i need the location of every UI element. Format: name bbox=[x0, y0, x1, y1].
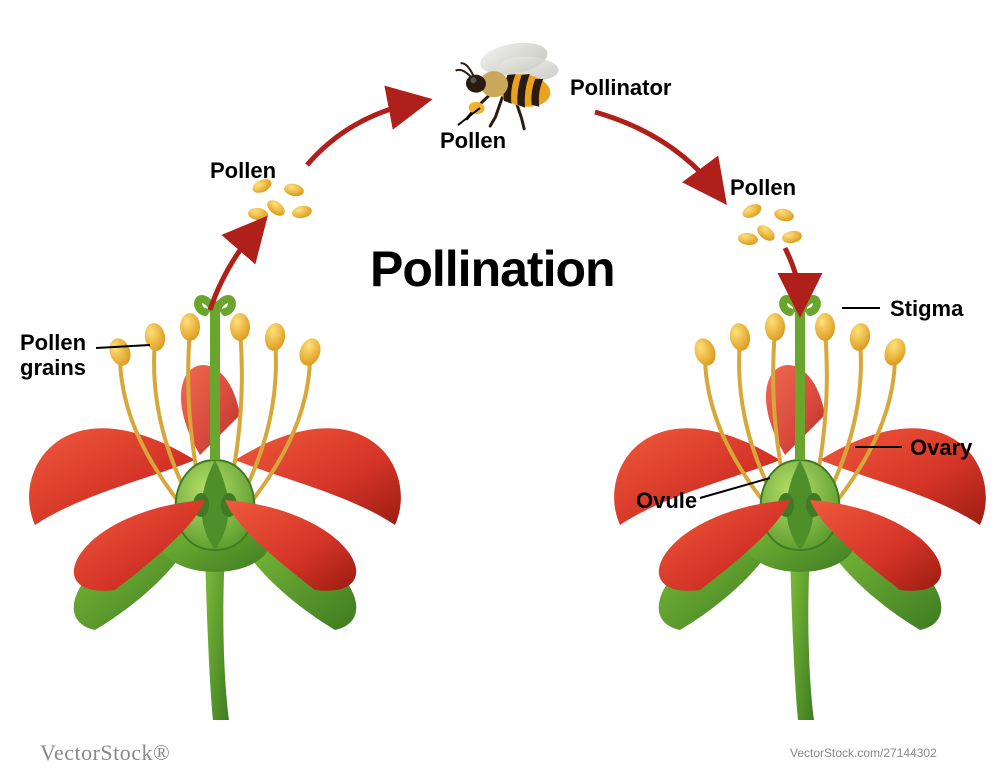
label-pollen-mid: Pollen bbox=[440, 128, 506, 154]
label-ovule: Ovule bbox=[636, 488, 697, 514]
label-ovary: Ovary bbox=[910, 435, 972, 461]
diagram-canvas: Pollination Pollen grains Pollen Pollen … bbox=[0, 0, 1000, 780]
image-id-text: VectorStock.com/27144302 bbox=[790, 746, 937, 760]
diagram-title: Pollination bbox=[370, 240, 615, 298]
watermark-text: VectorStock® bbox=[40, 740, 170, 766]
label-pollen-left: Pollen bbox=[210, 158, 276, 184]
pollen-cluster-right bbox=[737, 201, 802, 246]
label-pollen-grains: Pollen grains bbox=[20, 330, 86, 381]
label-pollen-right: Pollen bbox=[730, 175, 796, 201]
diagram-svg bbox=[0, 0, 1000, 780]
label-stigma: Stigma bbox=[890, 296, 963, 322]
label-pollinator: Pollinator bbox=[570, 75, 671, 101]
